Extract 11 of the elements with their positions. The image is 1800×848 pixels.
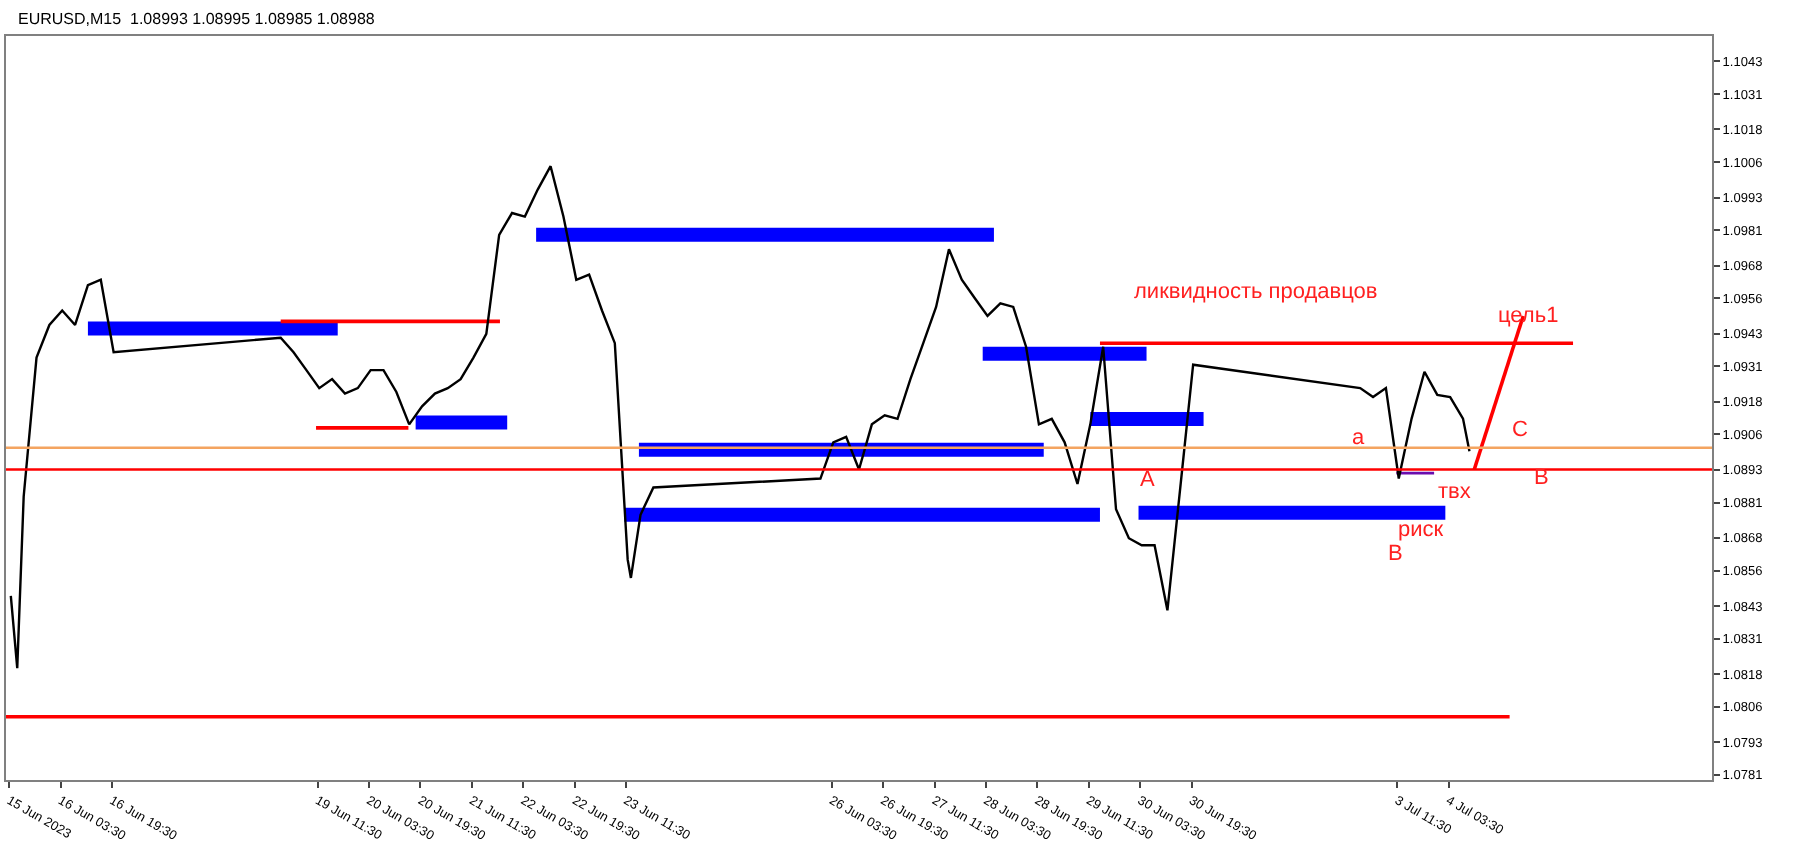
annotation: В (1388, 542, 1403, 566)
annotation: В (1534, 466, 1549, 490)
annotation: ликвидность продавцов (1134, 280, 1378, 304)
annotation: твх (1438, 480, 1472, 504)
annotation: цель1 (1498, 304, 1559, 328)
annotation: С (1512, 418, 1528, 442)
line-series (9, 164, 1471, 670)
annotation: риск (1398, 518, 1444, 542)
annotation: A (1140, 468, 1156, 492)
chart-title: EURUSD,M15 1.08993 1.08995 1.08985 1.08988 (18, 9, 376, 28)
annotation: a (1352, 426, 1366, 450)
